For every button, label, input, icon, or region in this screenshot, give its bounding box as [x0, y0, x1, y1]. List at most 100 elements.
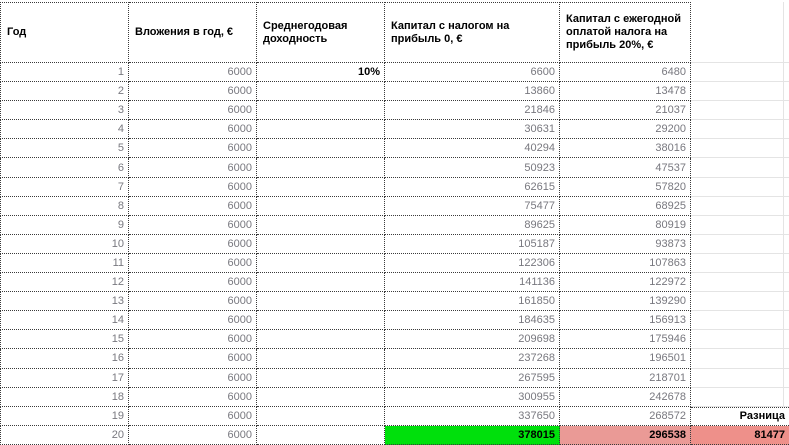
cell-yield[interactable] — [257, 253, 385, 274]
cell-capital-tax0[interactable]: 21846 — [385, 101, 560, 121]
cell-yield[interactable] — [257, 101, 385, 121]
cell-investment[interactable]: 6000 — [129, 158, 257, 178]
header-difference[interactable] — [691, 2, 789, 63]
cell-year[interactable]: 1 — [0, 63, 129, 83]
cell-difference[interactable] — [691, 311, 789, 331]
cell-capital-tax0[interactable]: 378015 — [385, 425, 560, 445]
cell-year[interactable]: 18 — [0, 387, 129, 407]
cell-year[interactable]: 7 — [0, 177, 129, 197]
cell-year[interactable]: 13 — [0, 292, 129, 312]
cell-difference[interactable] — [691, 216, 789, 235]
cell-year[interactable]: 20 — [0, 425, 129, 445]
cell-difference[interactable] — [691, 254, 789, 274]
cell-capital-tax0[interactable]: 161850 — [385, 292, 560, 312]
cell-year[interactable]: 12 — [0, 273, 129, 293]
cell-investment[interactable]: 6000 — [129, 120, 257, 140]
cell-capital-tax0[interactable]: 50923 — [385, 158, 560, 178]
cell-investment[interactable]: 6000 — [129, 330, 257, 350]
cell-investment[interactable]: 6000 — [129, 292, 257, 312]
cell-capital-tax20[interactable]: 196501 — [560, 349, 691, 369]
cell-capital-tax20[interactable]: 29200 — [560, 120, 691, 140]
cell-capital-tax0[interactable]: 337650 — [385, 406, 560, 426]
cell-yield[interactable] — [257, 292, 385, 312]
cell-capital-tax0[interactable]: 122306 — [385, 253, 560, 274]
header-investment[interactable]: Вложения в год, € — [129, 2, 257, 63]
cell-difference[interactable] — [691, 101, 789, 121]
cell-investment[interactable]: 6000 — [129, 311, 257, 331]
cell-capital-tax20[interactable]: 107863 — [560, 253, 691, 274]
cell-difference[interactable] — [691, 139, 789, 159]
cell-investment[interactable]: 6000 — [129, 368, 257, 388]
cell-capital-tax20[interactable]: 296538 — [560, 425, 691, 445]
cell-yield[interactable] — [257, 82, 385, 102]
cell-yield[interactable] — [257, 387, 385, 407]
cell-difference[interactable] — [691, 292, 789, 312]
cell-yield[interactable] — [257, 177, 385, 197]
cell-investment[interactable]: 6000 — [129, 177, 257, 197]
cell-investment[interactable]: 6000 — [129, 139, 257, 159]
cell-capital-tax20[interactable]: 13478 — [560, 82, 691, 102]
cell-investment[interactable]: 6000 — [129, 63, 257, 83]
cell-difference[interactable] — [691, 178, 789, 197]
cell-yield[interactable] — [257, 273, 385, 293]
cell-year[interactable]: 19 — [0, 406, 129, 426]
cell-yield[interactable] — [257, 215, 385, 235]
cell-investment[interactable]: 6000 — [129, 273, 257, 293]
cell-year[interactable]: 9 — [0, 215, 129, 235]
cell-capital-tax0[interactable]: 237268 — [385, 349, 560, 369]
cell-year[interactable]: 17 — [0, 368, 129, 388]
cell-yield[interactable]: 10% — [257, 63, 385, 83]
cell-capital-tax20[interactable]: 242678 — [560, 387, 691, 407]
cell-capital-tax0[interactable]: 141136 — [385, 273, 560, 293]
cell-yield[interactable] — [257, 311, 385, 331]
cell-difference[interactable]: Разница — [691, 406, 789, 426]
header-year[interactable]: Год — [0, 2, 129, 63]
cell-yield[interactable] — [257, 406, 385, 426]
cell-year[interactable]: 4 — [0, 120, 129, 140]
cell-difference[interactable] — [691, 330, 789, 350]
cell-difference[interactable] — [691, 82, 789, 102]
cell-capital-tax20[interactable]: 80919 — [560, 215, 691, 235]
cell-investment[interactable]: 6000 — [129, 387, 257, 407]
cell-capital-tax0[interactable]: 209698 — [385, 330, 560, 350]
cell-yield[interactable] — [257, 330, 385, 350]
cell-capital-tax20[interactable]: 93873 — [560, 234, 691, 254]
cell-yield[interactable] — [257, 425, 385, 445]
cell-year[interactable]: 6 — [0, 158, 129, 178]
cell-investment[interactable]: 6000 — [129, 406, 257, 426]
cell-difference[interactable] — [691, 273, 789, 293]
cell-capital-tax0[interactable]: 13860 — [385, 82, 560, 102]
cell-yield[interactable] — [257, 158, 385, 178]
cell-yield[interactable] — [257, 349, 385, 369]
cell-yield[interactable] — [257, 368, 385, 388]
cell-investment[interactable]: 6000 — [129, 349, 257, 369]
cell-capital-tax0[interactable]: 75477 — [385, 196, 560, 216]
cell-year[interactable]: 16 — [0, 349, 129, 369]
cell-capital-tax20[interactable]: 57820 — [560, 177, 691, 197]
cell-capital-tax0[interactable]: 30631 — [385, 120, 560, 140]
header-capital-tax20[interactable]: Капитал с ежегодной оплатой налога на пр… — [560, 2, 691, 63]
cell-capital-tax20[interactable]: 21037 — [560, 101, 691, 121]
cell-year[interactable]: 8 — [0, 196, 129, 216]
cell-capital-tax20[interactable]: 218701 — [560, 368, 691, 388]
cell-difference[interactable]: 81477 — [691, 425, 789, 445]
cell-capital-tax20[interactable]: 268572 — [560, 406, 691, 426]
cell-capital-tax0[interactable]: 267595 — [385, 368, 560, 388]
cell-difference[interactable] — [691, 388, 789, 407]
cell-year[interactable]: 3 — [0, 101, 129, 121]
cell-capital-tax0[interactable]: 6600 — [385, 63, 560, 83]
cell-year[interactable]: 11 — [0, 253, 129, 274]
cell-capital-tax20[interactable]: 175946 — [560, 330, 691, 350]
cell-investment[interactable]: 6000 — [129, 234, 257, 254]
cell-capital-tax0[interactable]: 300955 — [385, 387, 560, 407]
cell-year[interactable]: 2 — [0, 82, 129, 102]
cell-capital-tax20[interactable]: 47537 — [560, 158, 691, 178]
cell-difference[interactable] — [691, 349, 789, 369]
cell-investment[interactable]: 6000 — [129, 253, 257, 274]
cell-difference[interactable] — [691, 63, 789, 83]
cell-investment[interactable]: 6000 — [129, 82, 257, 102]
cell-capital-tax20[interactable]: 122972 — [560, 273, 691, 293]
cell-investment[interactable]: 6000 — [129, 196, 257, 216]
cell-capital-tax0[interactable]: 105187 — [385, 234, 560, 254]
cell-capital-tax0[interactable]: 62615 — [385, 177, 560, 197]
